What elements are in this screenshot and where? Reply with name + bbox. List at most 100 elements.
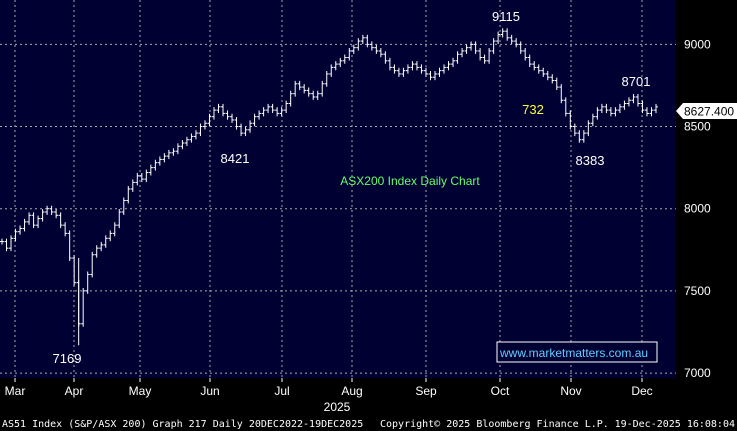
price-bar (414, 61, 419, 71)
footer: AS51 Index (S&P/ASX 200) Graph 217 Daily… (2, 419, 735, 430)
price-bar (586, 120, 591, 137)
price-bar (351, 44, 356, 54)
price-bar (234, 117, 239, 130)
price-bar (266, 103, 271, 114)
price-bar (487, 47, 492, 64)
price-bar (568, 110, 573, 130)
grid-lines (0, 0, 676, 378)
price-bar (248, 120, 253, 133)
price-bar (130, 179, 135, 192)
price-bar (225, 110, 230, 120)
price-bar (221, 103, 226, 117)
x-axis-ticks: Mar Apr May Jun Jul Aug Sep Oct Nov Dec (5, 378, 653, 398)
price-bar (338, 57, 343, 68)
price-bar (108, 230, 113, 242)
price-bar (478, 47, 483, 61)
price-bar (288, 90, 293, 107)
price-bar (545, 70, 550, 81)
last-price-tag: 8627.400 (676, 103, 737, 119)
price-bar (103, 235, 108, 248)
price-bar (81, 287, 86, 327)
price-bar (202, 120, 207, 130)
price-bar (550, 74, 555, 84)
price-bar (527, 54, 532, 68)
price-bar (306, 87, 311, 97)
price-bar (604, 103, 609, 114)
price-bar (644, 107, 649, 117)
price-bar (198, 123, 203, 137)
annotation-label: 8701 (622, 74, 651, 89)
last-price-label: 8627.400 (684, 105, 734, 119)
price-bar (216, 103, 221, 114)
watermark-box: www.marketmatters.com.au (496, 341, 658, 363)
price-bar (532, 61, 537, 71)
price-bar (284, 100, 289, 114)
price-bar (473, 41, 478, 54)
price-bar (261, 107, 266, 117)
price-bar (180, 140, 185, 150)
price-bar (518, 41, 523, 54)
x-axis-year-label: 2025 (324, 400, 351, 414)
price-bar (311, 90, 316, 100)
price-bar (464, 44, 469, 54)
price-bar (0, 238, 4, 245)
price-bar (257, 110, 262, 120)
price-series (0, 28, 658, 346)
price-bar (144, 169, 149, 183)
x-tick-label: May (129, 384, 152, 398)
price-bar (333, 61, 338, 71)
price-bar (509, 34, 514, 45)
price-bar (67, 230, 72, 261)
price-bar (252, 113, 257, 127)
price-bar (162, 153, 167, 163)
footer-right: 19-Dec-2025 16:08:04 (615, 419, 735, 430)
price-bar (500, 28, 505, 38)
price-bar (613, 107, 618, 117)
price-bar (387, 57, 392, 71)
price-bar (175, 143, 180, 155)
annotation-label: ASX200 Index Daily Chart (340, 174, 480, 188)
price-bar (99, 241, 104, 252)
price-bar (654, 103, 658, 114)
annotation-label: 7169 (53, 351, 82, 366)
price-bar (342, 54, 347, 64)
price-bar (324, 70, 329, 87)
price-bar (365, 34, 370, 48)
price-bar (622, 100, 627, 110)
price-bar (239, 123, 244, 137)
price-bar (58, 212, 63, 229)
price-bar (230, 113, 235, 123)
price-bar (320, 80, 325, 97)
price-bar (54, 209, 59, 219)
price-bar (279, 107, 284, 117)
price-bar (94, 245, 99, 258)
price-bar (4, 238, 9, 252)
price-bar (378, 47, 383, 58)
price-bar (117, 209, 122, 229)
price-bar (315, 90, 320, 100)
x-tick-label: Aug (341, 384, 362, 398)
price-bar (18, 225, 23, 235)
price-bar (139, 172, 144, 183)
price-bar (90, 251, 95, 278)
price-bar (22, 218, 27, 232)
y-tick-label: 8000 (684, 202, 711, 216)
price-bar (491, 38, 496, 54)
price-bar (135, 172, 140, 186)
price-bar (419, 64, 424, 74)
annotation-label: 9115 (492, 9, 520, 24)
x-tick-label: Sep (415, 384, 437, 398)
price-bar (455, 51, 460, 64)
price-bar (405, 64, 410, 74)
price-bar (126, 186, 131, 204)
price-bar (270, 103, 275, 114)
price-bar (275, 107, 280, 117)
price-bar (49, 205, 54, 215)
price-bar (171, 148, 176, 156)
price-bar (631, 94, 636, 104)
price-bar (85, 271, 90, 294)
price-bar (293, 80, 298, 97)
price-bar (157, 156, 162, 166)
price-bar (347, 47, 352, 61)
